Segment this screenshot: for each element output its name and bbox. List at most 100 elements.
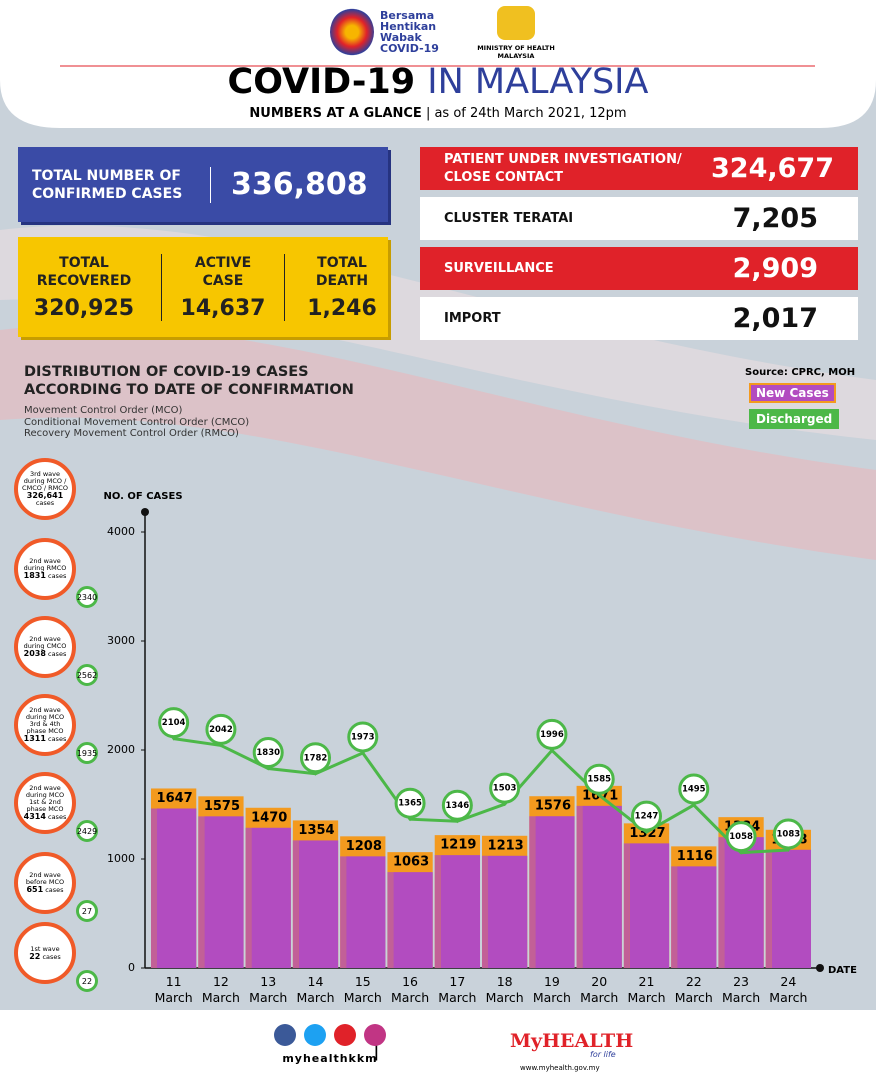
bar-shade <box>529 816 536 968</box>
ministry: MINISTRY OF HEALTH MALAYSIA <box>477 44 555 60</box>
bar-value-label: 1063 <box>393 855 429 870</box>
icon-instagram[interactable] <box>364 1024 386 1046</box>
chart-notes: Movement Control Order (MCO) Conditional … <box>24 405 249 440</box>
death-label: TOTAL DEATH <box>315 254 369 289</box>
subtitle-row: NUMBERS AT A GLANCE | as of 24th March 2… <box>249 106 627 121</box>
legend-entry: Discharged <box>749 409 840 429</box>
wave-circle: 2nd wave during MCO 3rd & 4th phase MCO 1… <box>14 694 76 756</box>
wave-circle: 2nd wave during CMCO 2038 cases <box>14 616 76 678</box>
wave-cases: 1311 cases <box>20 735 70 743</box>
surveillance-label: SURVEILLANCE <box>444 260 554 276</box>
wave-cases: 326,641 cases <box>20 492 70 507</box>
wave-label: 2nd wave during MCO 3rd & 4th phase MCO <box>25 706 65 735</box>
wave-count: 326,641 <box>26 491 64 500</box>
bar-shade <box>576 805 583 968</box>
legend-entry: New Cases <box>749 383 836 403</box>
point-label: 1058 <box>729 832 753 842</box>
wave-unit: cases <box>45 886 64 894</box>
campaign-text: Bersama Hentikan Wabak COVID-19 <box>380 10 439 54</box>
bar-shade <box>629 843 670 968</box>
wave-circle: 1st wave 22 cases <box>14 922 76 984</box>
x-tick-label: 23 March <box>722 974 760 1005</box>
wave-count: 1311 <box>23 734 46 743</box>
cluster-value: 7,205 <box>732 203 818 234</box>
point-pointer <box>216 742 225 748</box>
subtitle: NUMBERS AT A GLANCE <box>249 106 422 121</box>
line <box>173 737 789 855</box>
bar-shade <box>718 837 725 968</box>
wave-discharged: 2562 <box>76 664 98 686</box>
axis-dot <box>141 508 149 516</box>
point-label: 1830 <box>256 748 280 758</box>
wave-circle: 2nd wave before MCO 651 cases <box>14 852 76 914</box>
bar-shade <box>671 866 678 968</box>
bar-shade <box>298 840 339 968</box>
campaign-line: Wabak <box>380 31 422 44</box>
active: ACTIVE CASE 14,637 <box>161 253 285 321</box>
bar-shade <box>151 808 157 968</box>
chart-title: DISTRIBUTION OF COVID-19 CASES ACCORDING… <box>24 364 354 398</box>
point-pointer <box>453 818 462 824</box>
wave-label: 2nd wave before MCO <box>25 871 65 886</box>
bar-value-label: 1213 <box>488 838 524 853</box>
title-rest: IN MALAYSIA <box>427 62 649 102</box>
point-pointer <box>500 801 509 807</box>
bar-shade <box>204 816 244 968</box>
active-label: ACTIVE CASE <box>194 254 252 289</box>
social-icons <box>274 1024 386 1046</box>
x-tick-label: 18 March <box>486 974 524 1005</box>
wave-label: 3rd wave during MCO / CMCO / RMCO <box>22 470 68 492</box>
bar-shade <box>482 855 488 968</box>
bar-shade <box>292 840 299 968</box>
wave-discharged: 22 <box>76 970 98 992</box>
y-tick-label: 2000 <box>107 743 135 756</box>
x-tick-label: 16 March <box>391 974 429 1005</box>
active-value: 14,637 <box>180 295 266 321</box>
header-bg <box>0 0 876 128</box>
point-pointer <box>547 747 556 753</box>
pui-label: PATIENT UNDER INVESTIGATION/ CLOSE CONTA… <box>444 151 682 185</box>
wave-cases: 4314 cases <box>20 813 70 821</box>
icon-youtube[interactable] <box>334 1024 356 1046</box>
date: as of 24th March 2021, 12pm <box>434 106 627 121</box>
bar-shade <box>724 837 764 968</box>
bar-shade <box>387 872 394 968</box>
bar-shade <box>623 843 630 968</box>
bar-shade <box>157 808 197 968</box>
x-tick-label: 21 March <box>627 974 665 1005</box>
cluster-label: CLUSTER TERATAI <box>444 210 574 226</box>
pui-box: PATIENT UNDER INVESTIGATION/ CLOSE CONTA… <box>420 147 858 190</box>
bar-shade <box>677 866 717 968</box>
wave-circle: 3rd wave during MCO / CMCO / RMCO 326,641… <box>14 458 76 520</box>
title-main: COVID-19 <box>227 62 416 102</box>
wave-discharged: 2340 <box>76 586 98 608</box>
brand: MyHEALTH <box>510 1030 634 1052</box>
icon-twitter[interactable] <box>304 1024 326 1046</box>
wave-unit: cases <box>48 735 67 743</box>
y-axis-label: NO. OF CASES <box>103 491 182 502</box>
handle: myhealthkkm <box>282 1052 378 1065</box>
bar-shade <box>245 827 252 968</box>
plot: 0 1000 2000 3000 4000 11 March 12 March 13 March 14… <box>107 525 811 1005</box>
outcome-box: TOTAL RECOVERED 320,925 ACTIVE CASE 14,637… <box>18 237 388 337</box>
x-tick-label: 24 March <box>769 974 807 1005</box>
confirmed-label: TOTAL NUMBER OF CONFIRMED CASES <box>18 166 211 203</box>
pui-value: 324,677 <box>711 153 834 184</box>
campaign-line: Bersama <box>380 9 435 22</box>
point-label: 1346 <box>446 801 470 811</box>
wave-cases: 651 cases <box>20 886 70 894</box>
bar-value-label: 1575 <box>204 799 240 814</box>
wave-discharged: 2429 <box>76 820 98 842</box>
point-pointer <box>689 802 698 808</box>
bar-shade <box>440 855 480 968</box>
footer-separator: | <box>373 1037 380 1061</box>
death: TOTAL DEATH 1,246 <box>307 254 377 321</box>
wave-label: 2nd wave during CMCO <box>23 635 67 650</box>
bar-shade <box>346 856 386 968</box>
icon-facebook[interactable] <box>274 1024 296 1046</box>
wave-count: 2038 <box>23 649 46 658</box>
x-tick-label: 15 March <box>344 974 382 1005</box>
cluster-box: CLUSTER TERATAI 7,205 <box>420 197 858 240</box>
bar-value-label: 1116 <box>677 849 713 864</box>
